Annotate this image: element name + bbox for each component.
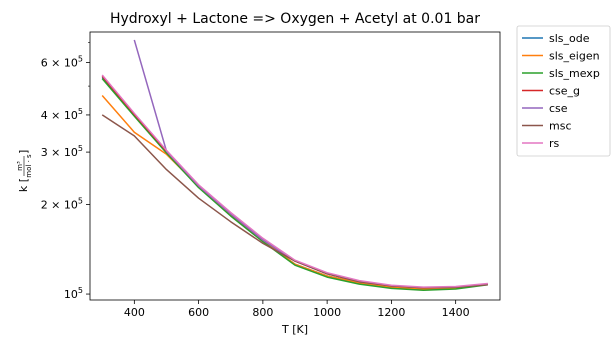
series-line-sls-ode — [101, 76, 488, 290]
legend-label: sls_ode — [549, 32, 590, 45]
plot-area — [89, 31, 501, 301]
series-layer — [101, 39, 488, 291]
series-line-sls-mexp — [101, 78, 488, 291]
y-tick-label: 6 × 105 — [41, 55, 83, 70]
y-tick-label: 3 × 105 — [41, 144, 83, 159]
legend-label: msc — [549, 120, 572, 133]
series-line-cse-g — [101, 75, 488, 289]
y-tick-label: 2 × 105 — [41, 196, 83, 211]
legend-label: sls_mexp — [549, 67, 600, 80]
x-tick-label: 1400 — [442, 306, 470, 319]
legend-label: cse — [549, 102, 568, 115]
chart-title: Hydroxyl + Lactone => Oxygen + Acetyl at… — [110, 11, 480, 27]
y-axis-label-numerator: m³ — [16, 161, 24, 171]
legend-box — [516, 25, 611, 157]
series-line-rs — [101, 74, 488, 288]
y-axis-label-denominator: mol · s — [25, 154, 33, 178]
y-axis-label-suffix: ] — [17, 150, 30, 154]
y-axis: 105 2 × 105 3 × 105 4 × 105 6 × 105 — [41, 42, 90, 301]
y-axis-label-prefix: k [ — [17, 178, 30, 192]
plot-frame — [89, 31, 501, 301]
x-axis-label: T [K] — [281, 323, 308, 336]
y-tick-label: 4 × 105 — [41, 107, 83, 122]
x-tick-label: 1200 — [377, 306, 405, 319]
x-tick-label: 600 — [188, 306, 209, 319]
series-line-cse — [133, 39, 488, 289]
y-tick-label: 105 — [64, 286, 83, 301]
y-axis-label: k [ m³ mol · s ] — [16, 150, 33, 192]
x-tick-label: 1000 — [313, 306, 341, 319]
x-tick-label: 800 — [252, 306, 273, 319]
series-line-msc — [101, 114, 488, 289]
x-axis: 400 600 800 1000 1200 1400 — [124, 300, 470, 319]
legend-label: cse_g — [549, 85, 580, 98]
series-line-sls-eigen — [101, 95, 488, 290]
x-tick-label: 400 — [124, 306, 145, 319]
legend-label: sls_eigen — [549, 50, 600, 63]
legend-label: rs — [549, 137, 560, 150]
